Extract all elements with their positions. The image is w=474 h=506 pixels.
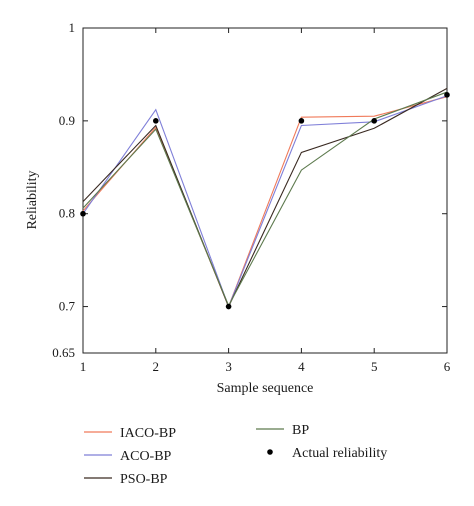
legend-swatch: [267, 449, 273, 455]
x-tick-label: 3: [225, 359, 232, 374]
x-tick-label: 1: [80, 359, 87, 374]
legend-label: ACO-BP: [120, 449, 172, 464]
y-tick-label: 1: [69, 20, 76, 35]
actual-reliability-point: [153, 118, 159, 124]
actual-reliability-point: [225, 303, 232, 310]
y-tick-label: 0.8: [59, 206, 75, 221]
axes: 1 2 3 4 5 6 0.65 0.7 0.8 0.9 1: [52, 20, 451, 374]
x-tick-label: 5: [371, 359, 378, 374]
x-tick-label: 4: [298, 359, 305, 374]
actual-reliability-markers: [80, 92, 450, 310]
actual-reliability-point: [80, 210, 86, 217]
series-line-bp: [82, 91, 448, 307]
legend-label: Actual reliability: [292, 446, 387, 461]
actual-reliability-point: [444, 92, 450, 98]
legend-label: PSO-BP: [120, 472, 168, 487]
actual-reliability-point: [371, 118, 378, 124]
y-axis-label: Reliability: [25, 170, 40, 229]
plot-area-border: [82, 27, 448, 354]
legend-label: BP: [292, 423, 309, 438]
y-tick-label: 0.9: [59, 113, 75, 128]
actual-reliability-point: [298, 118, 305, 124]
y-tick-label: 0.7: [59, 299, 76, 314]
legend-label: IACO-BP: [120, 426, 176, 441]
series-line-pso-bp: [82, 87, 448, 308]
y-tick-label: 0.65: [52, 345, 75, 360]
legend: IACO-BP ACO-BP PSO-BP BP Actual reliability: [84, 423, 387, 487]
series-lines: [82, 87, 448, 309]
series-line-aco-bp: [82, 95, 448, 309]
plot-frame: [82, 27, 448, 354]
x-tick-label: 6: [444, 359, 451, 374]
x-axis-label: Sample sequence: [217, 381, 314, 396]
x-tick-label: 2: [153, 359, 160, 374]
series-line-iaco-bp: [82, 96, 448, 309]
